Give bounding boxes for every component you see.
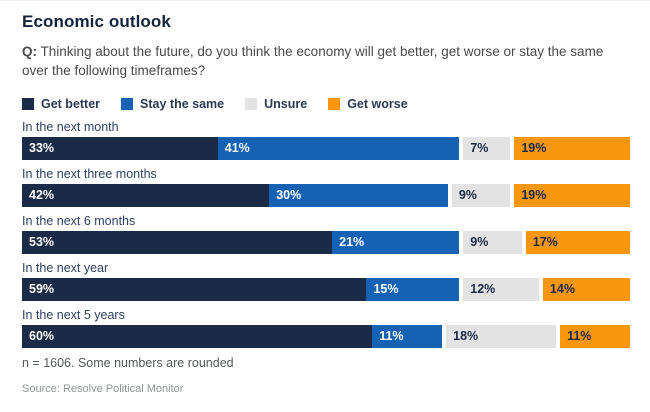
legend-label: Unsure [264,96,308,111]
segment-stay-the-same: 21% [332,230,460,254]
legend-swatch-get-better [22,97,34,110]
segment-unsure: 12% [459,277,539,301]
legend-label: Get better [41,96,101,111]
segment-get-worse: 11% [556,324,630,348]
segment-get-better: 42% [22,183,270,207]
question-prefix: Q: [22,44,37,59]
legend-item-stay-the-same: Stay the same [121,97,224,111]
segment-unsure: 18% [442,324,557,348]
bar-row: In the next year 59% 15% 12% 14% [22,261,630,301]
stacked-bar: 33% 41% 7% 19% [22,136,631,160]
legend-swatch-get-worse [328,97,341,110]
segment-get-worse: 19% [510,136,631,160]
segment-get-better: 59% [22,277,367,301]
stacked-bar: 59% 15% 12% 14% [22,277,630,301]
stacked-bar: 42% 30% 9% 19% [22,183,630,207]
chart-rows: In the next month 33% 41% 7% 19% In the next … [22,119,631,348]
sample-size-note: n = 1606. Some numbers are rounded [22,355,234,370]
source-attribution: Source: Resolve Political Monitor [22,382,184,395]
segment-stay-the-same: 30% [269,183,448,207]
segment-get-better: 33% [22,136,218,160]
segment-unsure: 9% [447,183,511,207]
survey-question: Q: Thinking about the future, do you thi… [22,42,622,81]
legend: Get better Stay the same Unsure Get wors… [22,97,630,111]
legend-item-get-better: Get better [22,97,100,111]
legend-item-unsure: Unsure [245,97,307,111]
bar-row: In the next 5 years 60% 11% 18% 11% [22,308,630,348]
stacked-bar: 60% 11% 18% 11% [22,324,630,348]
segment-stay-the-same: 15% [366,277,460,301]
segment-get-worse: 17% [521,230,630,254]
segment-get-worse: 19% [510,183,630,207]
segment-stay-the-same: 11% [372,324,443,348]
segment-unsure: 9% [459,230,522,254]
chart-card: Economic outlook Q: Thinking about the f… [0,1,650,395]
legend-label: Stay the same [140,96,225,111]
legend-item-get-worse: Get worse [328,96,408,111]
row-label: In the next month [22,119,119,134]
question-text: Thinking about the future, do you think … [22,44,604,79]
row-label: In the next three months [22,166,157,181]
legend-swatch-stay-the-same [121,97,134,110]
row-label: In the next year [22,260,109,275]
row-label: In the next 5 years [22,307,125,322]
bar-row: In the next month 33% 41% 7% 19% [22,119,631,160]
page-title: Economic outlook [22,12,171,31]
bar-row: In the next 6 months 53% 21% 9% 17% [22,214,630,254]
segment-unsure: 7% [459,136,511,160]
bar-row: In the next three months 42% 30% 9% 19% [22,167,630,207]
segment-get-worse: 14% [538,277,630,301]
segment-get-better: 60% [22,324,373,348]
segment-get-better: 53% [22,230,333,254]
legend-swatch-unsure [245,97,258,110]
stacked-bar: 53% 21% 9% 17% [22,230,630,254]
row-label: In the next 6 months [22,213,136,228]
segment-stay-the-same: 41% [217,136,460,160]
legend-label: Get worse [347,96,408,111]
